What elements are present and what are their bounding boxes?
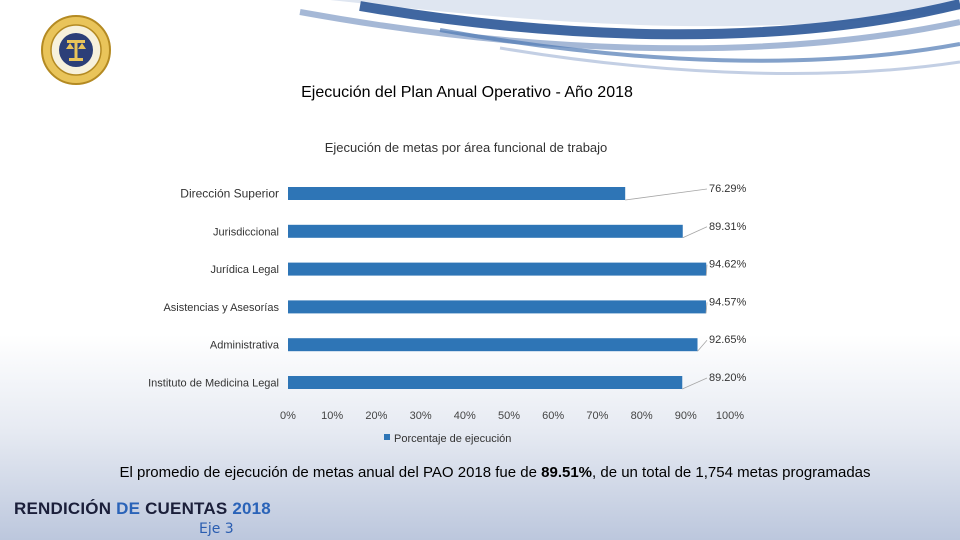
x-tick-label: 60%	[542, 410, 564, 422]
x-tick-label: 50%	[498, 410, 520, 422]
category-label: Jurisdiccional	[213, 226, 279, 238]
bar	[288, 376, 683, 389]
bar-chart: Ejecución de metas por área funcional de…	[148, 140, 747, 445]
leader-line	[705, 264, 708, 276]
x-tick-label: 40%	[454, 410, 476, 422]
header-swoosh	[299, 0, 960, 76]
data-label: 94.62%	[709, 259, 747, 271]
brand-year: 2018	[232, 499, 271, 518]
bar	[288, 224, 683, 238]
brand-word-3: CUENTAS	[145, 499, 233, 518]
data-label: 94.57%	[709, 296, 747, 308]
bar	[288, 338, 698, 352]
x-tick-label: 0%	[280, 410, 296, 422]
legend: Porcentaje de ejecución	[384, 433, 511, 445]
category-label: Dirección Superior	[180, 187, 279, 201]
legend-swatch	[384, 434, 390, 440]
chart-title: Ejecución de metas por área funcional de…	[325, 140, 608, 155]
x-tick-label: 10%	[321, 410, 343, 422]
brand-word-2: DE	[116, 499, 146, 518]
leader-line	[697, 339, 708, 352]
leader-line	[682, 226, 708, 239]
eje-label: Eje 3	[199, 521, 234, 537]
x-tick-label: 80%	[631, 410, 653, 422]
summary-average: 89.51%	[541, 464, 593, 481]
leader-line	[682, 377, 708, 390]
bar	[288, 187, 626, 200]
bar	[288, 262, 707, 276]
organo-judicial-seal-icon	[41, 15, 111, 85]
x-tick-label: 70%	[586, 410, 608, 422]
x-tick-label: 20%	[365, 410, 387, 422]
x-tick-label: 30%	[410, 410, 432, 422]
legend-label: Porcentaje de ejecución	[394, 433, 511, 445]
data-label: 89.20%	[709, 372, 747, 384]
summary-pre: El promedio de ejecución de metas anual …	[119, 464, 542, 481]
leader-line	[705, 302, 708, 314]
category-label: Instituto de Medicina Legal	[148, 378, 279, 390]
leader-line	[625, 188, 708, 201]
summary-post: , de un total de 1,754 metas programadas	[592, 464, 871, 481]
x-tick-label: 100%	[716, 410, 744, 422]
data-label: 89.31%	[709, 221, 747, 233]
brand-word-1: RENDICIÓN	[14, 499, 117, 518]
data-label: 92.65%	[709, 334, 747, 346]
bar	[288, 300, 706, 314]
category-label: Jurídica Legal	[211, 264, 280, 276]
summary-text: El promedio de ejecución de metas anual …	[0, 464, 960, 481]
category-label: Administrativa	[210, 340, 280, 352]
x-tick-label: 90%	[675, 410, 697, 422]
slide-title: Ejecución del Plan Anual Operativo - Año…	[301, 84, 633, 101]
data-label: 76.29%	[709, 183, 747, 195]
category-label: Asistencias y Asesorías	[163, 302, 279, 314]
brand-title: RENDICIÓN DE CUENTAS 2018	[14, 499, 271, 519]
